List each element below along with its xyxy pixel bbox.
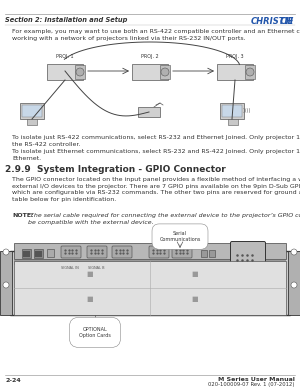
Bar [22,105,42,117]
Text: ■: ■ [192,296,198,302]
Text: PROJ. 1: PROJ. 1 [56,54,74,59]
Text: SIGNAL B: SIGNAL B [88,266,104,270]
Text: M Series User Manual: M Series User Manual [218,377,295,382]
Bar [27,119,37,125]
Bar [23,251,30,257]
Text: The GPIO connector located on the input panel provides a flexible method of inte: The GPIO connector located on the input … [12,177,300,202]
FancyBboxPatch shape [149,246,169,258]
Text: To isolate just RS-422 communications, select RS-232 and Ethernet Joined. Only p: To isolate just RS-422 communications, s… [12,135,300,147]
Bar [245,65,255,79]
Bar [14,261,286,315]
Bar [75,65,85,79]
Text: ■: ■ [87,271,93,277]
Bar [14,260,286,265]
FancyBboxPatch shape [172,246,192,258]
Circle shape [291,249,297,255]
Bar [222,105,242,117]
FancyBboxPatch shape [87,246,107,258]
Bar [138,107,160,117]
Bar [47,64,83,80]
Bar [10,251,290,315]
Circle shape [291,282,297,288]
Text: ■: ■ [192,271,198,277]
Text: Section 2: Installation and Setup: Section 2: Installation and Setup [5,17,127,23]
FancyBboxPatch shape [61,246,81,258]
Text: ■: ■ [87,296,93,302]
Bar [22,249,31,258]
Text: For example, you may want to use both an RS-422 compatible controller and an Eth: For example, you may want to use both an… [12,29,300,41]
Bar [34,249,43,258]
Bar [209,250,215,257]
Bar [201,250,207,257]
Bar [132,64,168,80]
Bar [35,251,42,257]
Bar [217,64,253,80]
Circle shape [246,68,254,76]
Text: The serial cable required for connecting the external device to the projector’s : The serial cable required for connecting… [28,213,300,225]
Text: To isolate just Ethernet communications, select RS-232 and RS-422 Joined. Only p: To isolate just Ethernet communications,… [12,149,300,161]
Bar [288,251,300,315]
Text: NOTE:: NOTE: [12,213,34,218]
Text: PROJ. 3: PROJ. 3 [226,54,244,59]
Text: 020-100009-07 Rev. 1 (07-2012): 020-100009-07 Rev. 1 (07-2012) [208,382,295,387]
Bar [160,65,170,79]
Circle shape [3,282,9,288]
Text: )))): )))) [243,108,251,113]
Circle shape [3,249,9,255]
Bar [228,119,238,125]
Text: CHRISTIE: CHRISTIE [250,17,294,26]
Text: 2.9.9  System Integration - GPIO Connector: 2.9.9 System Integration - GPIO Connecto… [5,165,226,174]
Bar [20,103,44,119]
FancyBboxPatch shape [112,246,132,258]
Text: Serial
Communications: Serial Communications [159,231,201,242]
FancyBboxPatch shape [230,241,266,265]
Circle shape [161,68,169,76]
Bar [47,249,54,257]
Text: SIGNAL IN: SIGNAL IN [61,266,79,270]
Text: PROJ. 2: PROJ. 2 [141,54,159,59]
Bar [14,243,286,259]
Bar [220,103,244,119]
Text: CH: CH [280,17,294,26]
Text: 2-24: 2-24 [5,378,21,383]
Circle shape [76,68,84,76]
Text: OPTIONAL
Option Cards: OPTIONAL Option Cards [79,327,111,338]
Bar [0,251,12,315]
